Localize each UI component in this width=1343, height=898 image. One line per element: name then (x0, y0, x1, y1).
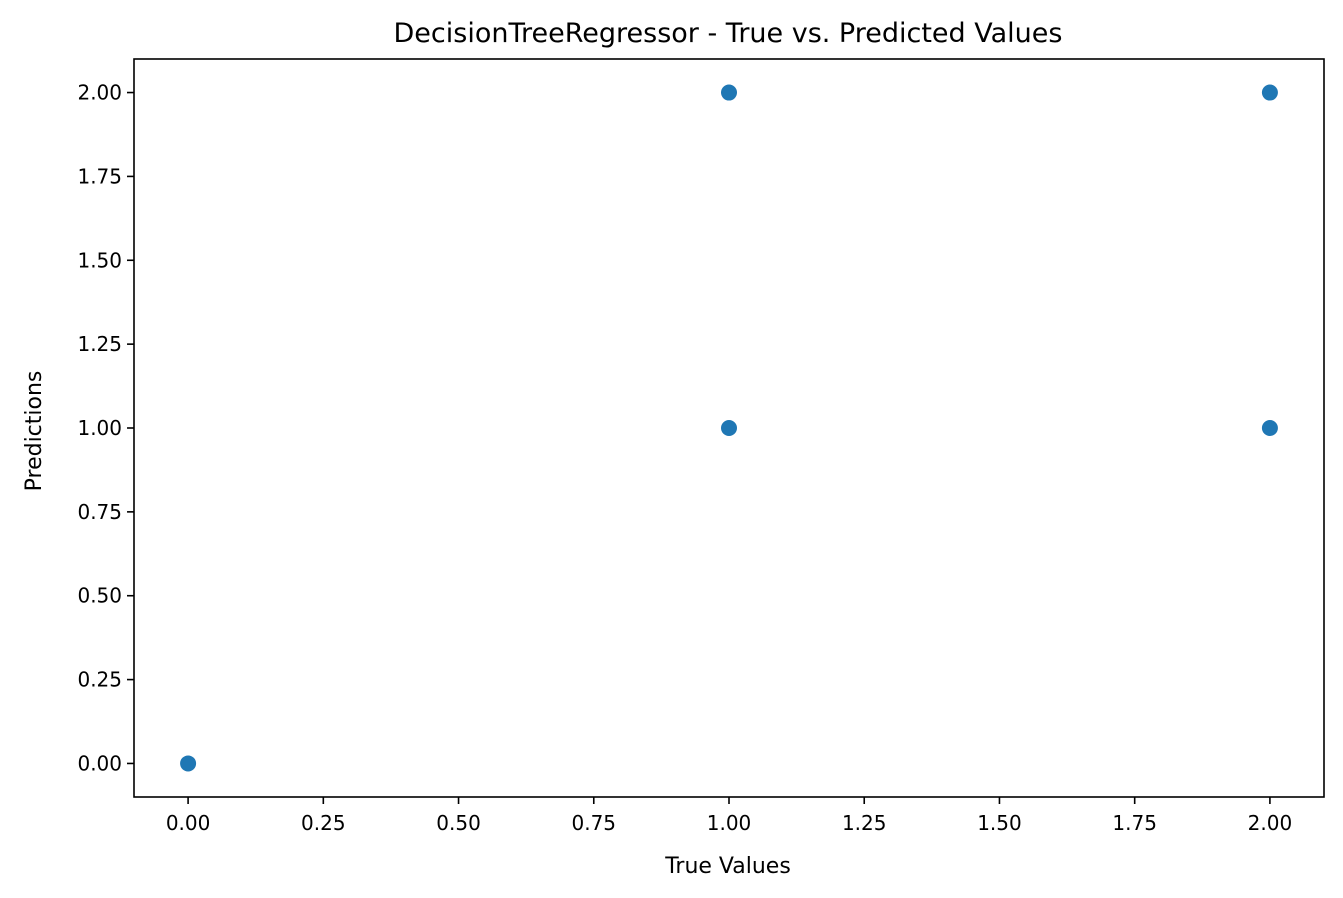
x-tick-label: 0.25 (301, 811, 346, 835)
y-tick-label: 1.25 (77, 332, 122, 356)
y-tick-label: 0.50 (77, 584, 122, 608)
scatter-point (180, 755, 197, 772)
scatter-point (721, 84, 737, 101)
y-tick-label: 2.00 (77, 81, 122, 105)
scatter-point (1261, 84, 1278, 101)
scatter-point (721, 420, 737, 436)
y-tick-label: 1.00 (77, 416, 122, 440)
x-tick-label: 2.00 (1248, 811, 1293, 835)
x-tick-label: 1.00 (707, 811, 752, 835)
x-tick-label: 1.75 (1112, 811, 1157, 835)
x-tick-label: 0.75 (572, 811, 617, 835)
x-tick-label: 0.00 (166, 811, 211, 835)
plot-area: 0.00 0.25 0.50 0.75 1.00 1.25 1.50 1.75 2.00 0.00… (77, 58, 1325, 835)
y-tick-label: 0.75 (77, 500, 122, 524)
scatter-point (1261, 420, 1278, 436)
x-tick-label: 0.50 (436, 811, 481, 835)
x-axis-label: True Values (664, 854, 791, 879)
y-axis-label: Predictions (22, 371, 47, 492)
y-tick-label: 1.50 (77, 248, 122, 272)
y-tick-label: 0.25 (77, 668, 122, 692)
chart-title: DecisionTreeRegressor - True vs. Predict… (394, 18, 1063, 49)
x-tick-label: 1.25 (842, 811, 887, 835)
y-tick-label: 1.75 (77, 164, 122, 188)
x-tick-label: 1.50 (977, 811, 1022, 835)
y-tick-label: 0.00 (77, 751, 122, 775)
